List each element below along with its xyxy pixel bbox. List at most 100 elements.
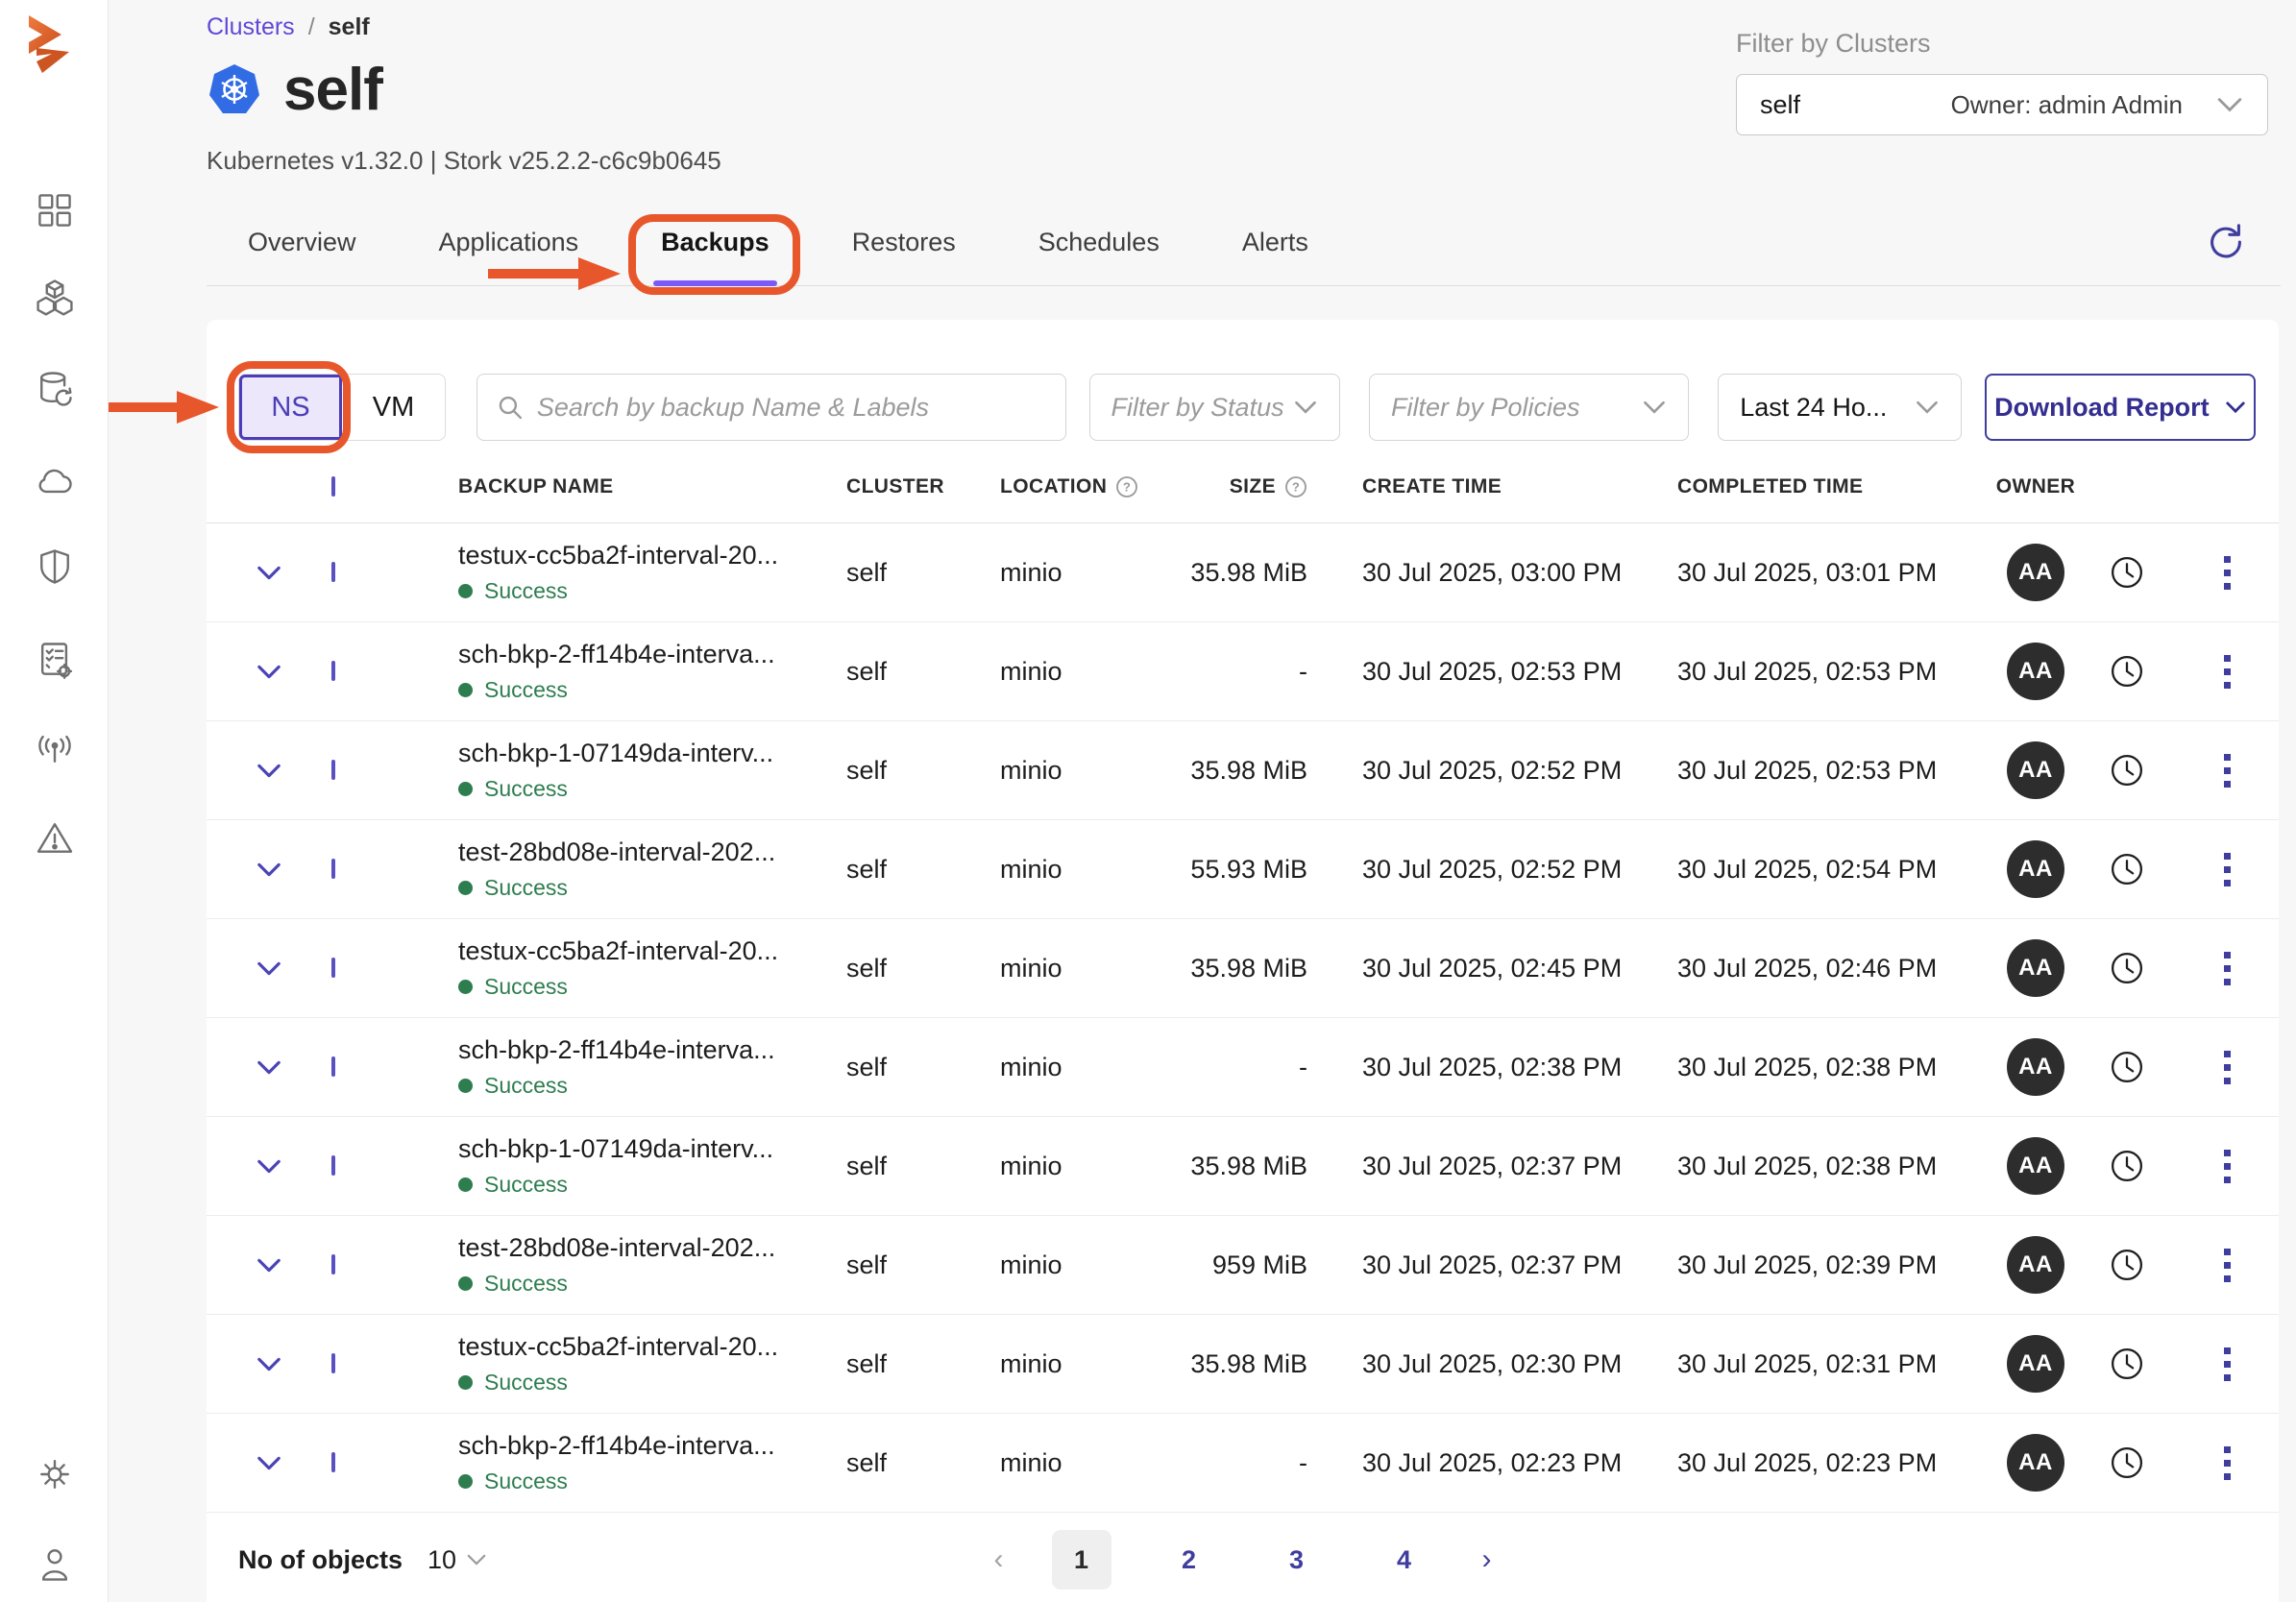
row-actions-menu[interactable] (2175, 1347, 2279, 1381)
sidebar-item-cloud[interactable] (33, 458, 77, 502)
row-actions-menu[interactable] (2175, 1051, 2279, 1084)
vm-toggle-button[interactable]: VM (342, 375, 445, 440)
page-number[interactable]: 3 (1267, 1530, 1327, 1590)
backup-timeline-button[interactable] (2079, 651, 2175, 692)
search-input[interactable] (537, 393, 1046, 423)
row-checkbox[interactable] (331, 1254, 335, 1274)
portworx-logo[interactable] (23, 13, 77, 77)
sidebar-item-applications[interactable] (33, 275, 77, 319)
sidebar-item-alerts[interactable] (33, 815, 77, 860)
row-expand-chevron[interactable] (207, 1158, 331, 1175)
row-actions-menu[interactable] (2175, 1249, 2279, 1282)
row-expand-chevron[interactable] (207, 960, 331, 977)
backup-timeline-button[interactable] (2079, 750, 2175, 790)
select-all-checkbox[interactable] (331, 476, 335, 497)
kebab-icon (2224, 1347, 2231, 1381)
page-number[interactable]: 4 (1375, 1530, 1434, 1590)
row-expand-chevron[interactable] (207, 862, 331, 878)
kubernetes-icon (207, 63, 262, 117)
page-size-select[interactable]: 10 (427, 1545, 487, 1575)
row-actions-menu[interactable] (2175, 1150, 2279, 1183)
tab-alerts[interactable]: Alerts (1242, 199, 1308, 285)
filter-by-status-dropdown[interactable]: Filter by Status (1089, 374, 1340, 441)
row-actions-menu[interactable] (2175, 754, 2279, 788)
kebab-icon (2224, 1150, 2231, 1183)
create-time-cell: 30 Jul 2025, 02:30 PM (1362, 1349, 1677, 1379)
col-owner: OWNER (1992, 475, 2079, 498)
download-report-button[interactable]: Download Report (1985, 374, 2256, 441)
tab-schedules[interactable]: Schedules (1038, 199, 1160, 285)
row-checkbox[interactable] (331, 562, 335, 582)
row-expand-chevron[interactable] (207, 664, 331, 680)
row-checkbox[interactable] (331, 1353, 335, 1373)
kebab-icon (2224, 1051, 2231, 1084)
page-number[interactable]: 1 (1052, 1530, 1111, 1590)
row-checkbox[interactable] (331, 859, 335, 879)
tab-restores[interactable]: Restores (852, 199, 956, 285)
previous-page-button[interactable]: ‹ (994, 1543, 1004, 1576)
sidebar-item-profile[interactable] (33, 1542, 77, 1587)
backup-name[interactable]: sch-bkp-1-07149da-interv... (458, 739, 846, 768)
breadcrumb-clusters-link[interactable]: Clusters (207, 13, 295, 41)
backup-timeline-button[interactable] (2079, 948, 2175, 988)
backup-name[interactable]: test-28bd08e-interval-202... (458, 1233, 846, 1263)
backup-timeline-button[interactable] (2079, 552, 2175, 593)
backup-name[interactable]: sch-bkp-1-07149da-interv... (458, 1134, 846, 1164)
row-actions-menu[interactable] (2175, 952, 2279, 985)
backup-timeline-button[interactable] (2079, 1245, 2175, 1285)
backup-name[interactable]: testux-cc5ba2f-interval-20... (458, 1332, 846, 1362)
row-actions-menu[interactable] (2175, 853, 2279, 886)
backup-name[interactable]: sch-bkp-2-ff14b4e-interva... (458, 1035, 846, 1065)
backup-name[interactable]: testux-cc5ba2f-interval-20... (458, 936, 846, 966)
sidebar-item-backups[interactable] (33, 367, 77, 411)
location-cell: minio (1000, 1152, 1144, 1181)
backup-name[interactable]: test-28bd08e-interval-202... (458, 837, 846, 867)
backup-search[interactable] (476, 374, 1066, 441)
sidebar-item-security[interactable] (33, 545, 77, 589)
row-expand-chevron[interactable] (207, 1356, 331, 1372)
row-checkbox[interactable] (331, 1452, 335, 1472)
backup-timeline-button[interactable] (2079, 1344, 2175, 1384)
tab-backups[interactable]: Backups (661, 199, 769, 285)
sidebar-item-activity[interactable] (33, 726, 77, 770)
backup-timeline-button[interactable] (2079, 849, 2175, 889)
row-expand-chevron[interactable] (207, 565, 331, 581)
backup-status: Success (458, 578, 846, 604)
tab-overview[interactable]: Overview (248, 199, 356, 285)
backup-name[interactable]: sch-bkp-2-ff14b4e-interva... (458, 640, 846, 669)
refresh-button[interactable] (2204, 220, 2248, 264)
sidebar-item-settings[interactable] (33, 1452, 77, 1496)
backup-timeline-button[interactable] (2079, 1443, 2175, 1483)
status-label: Success (484, 578, 568, 604)
backup-name[interactable]: testux-cc5ba2f-interval-20... (458, 541, 846, 570)
cloud-icon (34, 459, 76, 501)
create-time-cell: 30 Jul 2025, 02:23 PM (1362, 1448, 1677, 1478)
sidebar-item-dashboard[interactable] (33, 188, 77, 232)
row-expand-chevron[interactable] (207, 1455, 331, 1471)
row-actions-menu[interactable] (2175, 655, 2279, 689)
time-range-dropdown[interactable]: Last 24 Ho... (1718, 374, 1961, 441)
help-icon[interactable]: ? (1284, 475, 1307, 498)
ns-toggle-button[interactable]: NS (239, 375, 342, 440)
row-actions-menu[interactable] (2175, 1446, 2279, 1480)
backup-timeline-button[interactable] (2079, 1047, 2175, 1087)
cluster-select[interactable]: self Owner: admin Admin (1736, 74, 2268, 135)
page-number[interactable]: 2 (1160, 1530, 1219, 1590)
row-checkbox[interactable] (331, 760, 335, 780)
sidebar-item-policies[interactable] (33, 638, 77, 682)
row-checkbox[interactable] (331, 1056, 335, 1077)
row-checkbox[interactable] (331, 661, 335, 681)
row-checkbox[interactable] (331, 1155, 335, 1176)
row-expand-chevron[interactable] (207, 1059, 331, 1076)
row-expand-chevron[interactable] (207, 1257, 331, 1274)
row-expand-chevron[interactable] (207, 763, 331, 779)
backup-name[interactable]: sch-bkp-2-ff14b4e-interva... (458, 1431, 846, 1461)
tab-applications[interactable]: Applications (439, 199, 579, 285)
row-checkbox[interactable] (331, 958, 335, 978)
row-actions-menu[interactable] (2175, 556, 2279, 590)
filter-by-policies-dropdown[interactable]: Filter by Policies (1369, 374, 1689, 441)
chevron-down-icon (466, 1553, 487, 1566)
backup-timeline-button[interactable] (2079, 1146, 2175, 1186)
help-icon[interactable]: ? (1115, 475, 1138, 498)
next-page-button[interactable]: › (1482, 1543, 1492, 1576)
